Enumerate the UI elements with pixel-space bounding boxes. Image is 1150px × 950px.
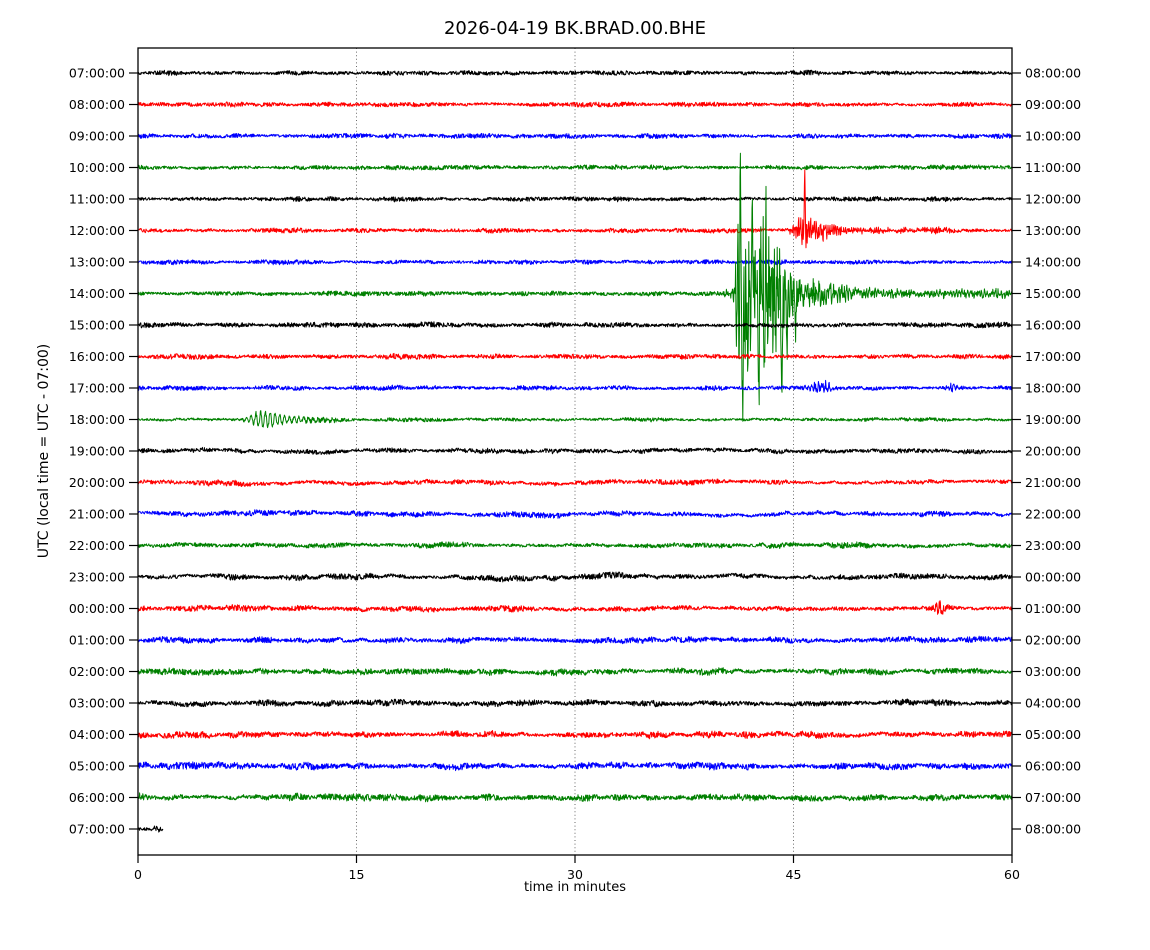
right-tick-label-17: 00:00:00: [1025, 570, 1081, 585]
right-tick-label-12: 19:00:00: [1025, 412, 1081, 427]
left-tick-label-13: 19:00:00: [69, 444, 125, 459]
trace-18-utc-000000: [138, 600, 1012, 615]
trace-2-utc-080000: [138, 101, 1012, 108]
right-tick-label-22: 05:00:00: [1025, 727, 1081, 742]
right-tick-label-10: 17:00:00: [1025, 349, 1081, 364]
right-tick-label-16: 23:00:00: [1025, 538, 1081, 553]
left-tick-label-20: 02:00:00: [69, 664, 125, 679]
x-tick-label-15: 15: [349, 867, 365, 882]
right-tick-label-14: 21:00:00: [1025, 475, 1081, 490]
trace-5-utc-110000: [138, 196, 1012, 203]
trace-10-utc-160000: [138, 352, 1012, 360]
right-tick-label-19: 02:00:00: [1025, 633, 1081, 648]
left-tick-label-10: 16:00:00: [69, 349, 125, 364]
left-tick-label-8: 14:00:00: [69, 286, 125, 301]
right-tick-label-18: 01:00:00: [1025, 601, 1081, 616]
right-tick-label-8: 15:00:00: [1025, 286, 1081, 301]
trace-16-utc-220000: [138, 541, 1012, 549]
trace-24-utc-060000: [138, 792, 1012, 803]
trace-23-utc-050000: [138, 761, 1012, 772]
left-tick-label-6: 12:00:00: [69, 223, 125, 238]
left-tick-label-18: 00:00:00: [69, 601, 125, 616]
left-tick-label-3: 09:00:00: [69, 129, 125, 144]
x-tick-label-60: 60: [1004, 867, 1020, 882]
trace-14-utc-200000: [138, 478, 1012, 487]
left-tick-label-25: 07:00:00: [69, 822, 125, 837]
left-tick-label-12: 18:00:00: [69, 412, 125, 427]
left-tick-label-4: 10:00:00: [69, 160, 125, 175]
right-tick-label-3: 10:00:00: [1025, 129, 1081, 144]
trace-19-utc-010000: [138, 635, 1012, 645]
x-tick-label-30: 30: [567, 867, 583, 882]
left-tick-label-24: 06:00:00: [69, 790, 125, 805]
left-tick-label-11: 17:00:00: [69, 381, 125, 396]
x-tick-label-0: 0: [134, 867, 142, 882]
right-tick-label-23: 06:00:00: [1025, 759, 1081, 774]
trace-8-utc-140000: [138, 152, 1012, 422]
left-tick-label-16: 22:00:00: [69, 538, 125, 553]
trace-group: [138, 69, 1012, 833]
right-tick-label-24: 07:00:00: [1025, 790, 1081, 805]
right-tick-label-11: 18:00:00: [1025, 381, 1081, 396]
right-tick-label-7: 14:00:00: [1025, 255, 1081, 270]
trace-4-utc-100000: [138, 164, 1012, 171]
right-tick-label-15: 22:00:00: [1025, 507, 1081, 522]
x-axis-ticks: 0 15 30 45 60: [134, 855, 1020, 882]
trace-17-utc-230000: [138, 571, 1012, 583]
row-labels: 07:00:00 08:00:00 08:00:00 09:00:00 09:00:00…: [69, 66, 1081, 837]
right-tick-label-9: 16:00:00: [1025, 318, 1081, 333]
trace-15-utc-210000: [138, 509, 1012, 519]
trace-6-utc-120000: [138, 169, 1012, 249]
left-tick-label-14: 20:00:00: [69, 475, 125, 490]
right-tick-label-25: 08:00:00: [1025, 822, 1081, 837]
trace-21-utc-030000: [138, 698, 1012, 708]
left-tick-label-15: 21:00:00: [69, 507, 125, 522]
left-tick-label-21: 03:00:00: [69, 696, 125, 711]
trace-20-utc-020000: [138, 667, 1012, 677]
trace-25-utc-070000: [138, 825, 164, 833]
right-tick-label-4: 11:00:00: [1025, 160, 1081, 175]
left-tick-label-9: 15:00:00: [69, 318, 125, 333]
trace-11-utc-170000: [138, 379, 1012, 393]
left-tick-label-2: 08:00:00: [69, 97, 125, 112]
chart-title: 2026-04-19 BK.BRAD.00.BHE: [443, 18, 707, 39]
right-tick-label-2: 09:00:00: [1025, 97, 1081, 112]
left-tick-label-22: 04:00:00: [69, 727, 125, 742]
right-tick-label-6: 13:00:00: [1025, 223, 1081, 238]
x-tick-label-45: 45: [786, 867, 802, 882]
trace-12-utc-180000: [138, 410, 1012, 429]
right-tick-label-1: 08:00:00: [1025, 66, 1081, 81]
left-tick-label-5: 11:00:00: [69, 192, 125, 207]
left-tick-label-1: 07:00:00: [69, 66, 125, 81]
right-tick-label-13: 20:00:00: [1025, 444, 1081, 459]
left-tick-label-19: 01:00:00: [69, 633, 125, 648]
trace-1-utc-070000: [138, 69, 1012, 77]
right-tick-label-5: 12:00:00: [1025, 192, 1081, 207]
trace-13-utc-190000: [138, 446, 1012, 455]
right-tick-label-21: 04:00:00: [1025, 696, 1081, 711]
x-axis-label: time in minutes: [523, 880, 627, 895]
trace-9-utc-150000: [138, 321, 1012, 329]
trace-7-utc-130000: [138, 259, 1012, 266]
trace-22-utc-040000: [138, 730, 1012, 740]
left-tick-label-17: 23:00:00: [69, 570, 125, 585]
left-tick-label-23: 05:00:00: [69, 759, 125, 774]
left-tick-label-7: 13:00:00: [69, 255, 125, 270]
right-tick-label-20: 03:00:00: [1025, 664, 1081, 679]
trace-3-utc-090000: [138, 132, 1012, 140]
